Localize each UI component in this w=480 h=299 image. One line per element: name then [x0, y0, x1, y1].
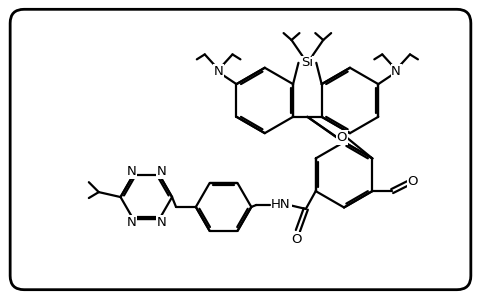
FancyBboxPatch shape [10, 9, 470, 290]
Text: N: N [126, 216, 136, 229]
Text: N: N [213, 65, 223, 78]
Text: HN: HN [271, 199, 290, 211]
Text: O: O [291, 233, 301, 246]
Text: N: N [156, 216, 166, 229]
Text: Si: Si [300, 56, 313, 69]
Text: N: N [156, 165, 166, 178]
Text: N: N [126, 165, 136, 178]
Text: N: N [390, 65, 400, 78]
Text: O: O [336, 131, 347, 144]
Text: O: O [407, 175, 417, 188]
